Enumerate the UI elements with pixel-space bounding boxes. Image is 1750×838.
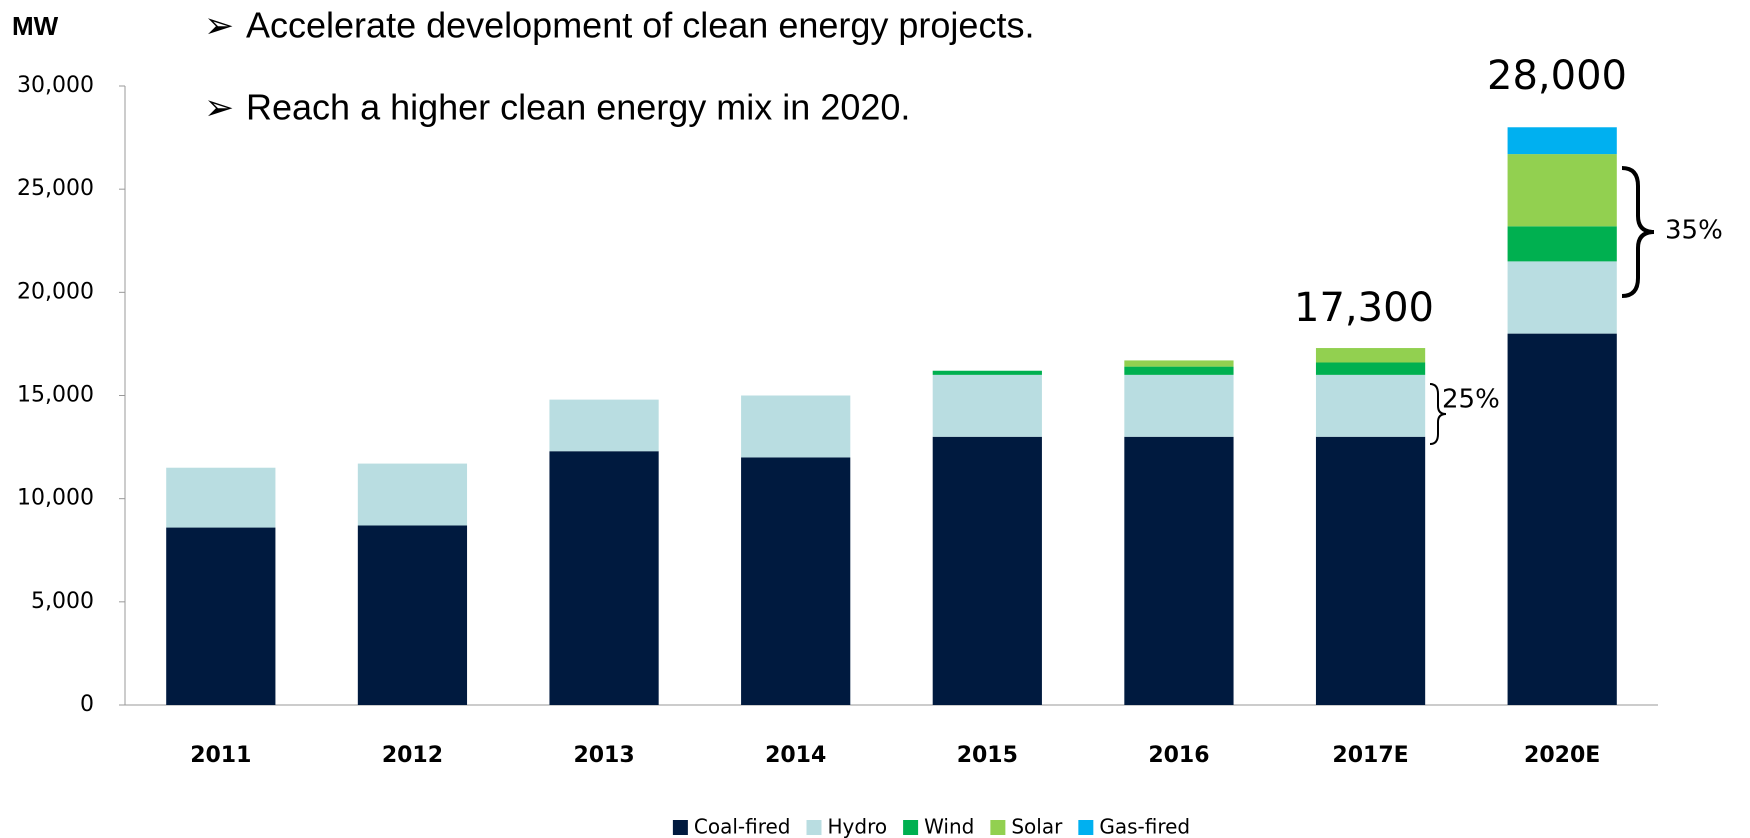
- bar-segment: [357, 463, 468, 526]
- bar-segment: [741, 457, 851, 705]
- x-tick-label: 2020E: [1524, 743, 1600, 768]
- bar-segment: [932, 436, 1042, 705]
- y-tick-label: 25,000: [17, 176, 94, 201]
- bullet-glyph: ➢: [204, 5, 234, 46]
- x-tick-label: 2013: [573, 743, 634, 768]
- legend-swatch: [1078, 820, 1094, 835]
- bar-segment: [741, 395, 851, 458]
- bar-segment: [166, 527, 276, 705]
- bar-segment: [1124, 436, 1234, 705]
- x-tick-label: 2016: [1148, 743, 1209, 768]
- bullet-glyph: ➢: [204, 87, 234, 128]
- bar-segment: [1124, 374, 1234, 437]
- y-tick-label: 30,000: [17, 73, 94, 98]
- brace: [1429, 383, 1447, 445]
- annotation: 35%: [1665, 216, 1723, 246]
- legend-label: Solar: [1011, 815, 1063, 838]
- x-tick-label: 2017E: [1332, 743, 1408, 768]
- brace: [1621, 166, 1655, 298]
- bar-segment: [357, 525, 468, 705]
- annotation: 28,000: [1487, 53, 1627, 99]
- bar-segment: [166, 467, 276, 528]
- legend-label: Wind: [924, 815, 974, 838]
- legend-swatch: [903, 820, 919, 835]
- bar-segment: [1507, 333, 1617, 705]
- legend-swatch: [990, 820, 1006, 835]
- legend-swatch: [672, 820, 688, 835]
- bar-segment: [549, 399, 659, 452]
- x-tick-label: 2011: [190, 743, 251, 768]
- y-tick-label: 5,000: [31, 589, 94, 614]
- y-tick-label: 20,000: [17, 279, 94, 304]
- bullet: Reach a higher clean energy mix in 2020.: [246, 87, 910, 128]
- bar-segment: [549, 451, 659, 705]
- bar-segment: [1124, 366, 1234, 375]
- bullet: Accelerate development of clean energy p…: [246, 5, 1034, 46]
- bar-segment: [1124, 360, 1234, 367]
- annotation: 17,300: [1294, 285, 1434, 331]
- annotation: 25%: [1442, 385, 1500, 415]
- y-tick-label: 15,000: [17, 383, 94, 408]
- bar-segment: [1507, 154, 1617, 227]
- y-tick-label: 10,000: [17, 486, 94, 511]
- bar-segment: [1315, 348, 1426, 363]
- bar-segment: [1315, 374, 1426, 437]
- legend-label: Hydro: [828, 815, 888, 838]
- x-tick-label: 2015: [957, 743, 1018, 768]
- bar-segment: [1315, 362, 1426, 375]
- bar-segment: [1315, 436, 1426, 705]
- legend-swatch: [806, 820, 822, 835]
- bar-segment: [1507, 226, 1617, 262]
- bar-segment: [1507, 261, 1617, 334]
- x-tick-label: 2012: [382, 743, 443, 768]
- legend-label: Gas-fired: [1099, 815, 1190, 838]
- legend-label: Coal-fired: [694, 815, 791, 838]
- y-tick-label: 0: [80, 692, 94, 717]
- bar-segment: [932, 374, 1042, 437]
- x-tick-label: 2014: [765, 743, 826, 768]
- bar-segment: [932, 370, 1042, 375]
- bar-segment: [1507, 127, 1617, 155]
- y-axis-label: MW: [12, 11, 59, 41]
